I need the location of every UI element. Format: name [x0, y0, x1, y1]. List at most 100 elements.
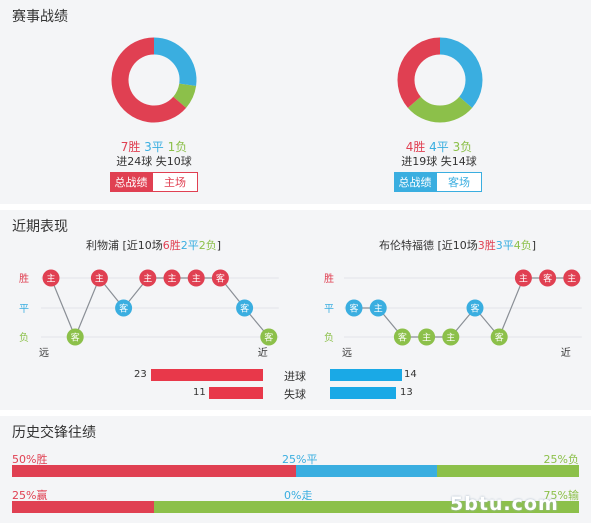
- right-wdl-line: 4胜 4平 3负: [369, 138, 509, 155]
- goals-for-label: 进球: [284, 370, 306, 383]
- left-form-line: [50, 276, 270, 339]
- left-win-segment: [111, 37, 187, 123]
- svg-text:客: 客: [470, 303, 479, 315]
- right-team-header: 布伦特福德 [近10场3胜3平4负]: [379, 237, 536, 253]
- svg-text:客: 客: [495, 332, 504, 344]
- left-ylabel-l: 负: [19, 331, 29, 344]
- left-goals-against-bar: [209, 387, 263, 399]
- right-loss-segment: [407, 96, 473, 123]
- svg-text:主: 主: [422, 332, 431, 344]
- right-form-point-4: 主: [418, 328, 436, 346]
- left-win-text: 7胜: [120, 140, 141, 154]
- left-tabs: 总战绩 主场: [110, 172, 198, 192]
- left-form-point-1: 主: [42, 269, 60, 287]
- left-loss-segment: [172, 83, 197, 108]
- right-ylabel-l: 负: [324, 331, 334, 344]
- right-ylabel-w: 胜: [324, 273, 334, 285]
- right-form-point-5: 主: [442, 328, 460, 346]
- svg-text:客: 客: [349, 303, 358, 315]
- handicap-push-label: 0%走: [284, 489, 313, 502]
- recent-form-panel: 近期表现 利物浦 [近10场6胜2平2负] 布伦特福德 [近10场3胜3平4负]…: [0, 210, 591, 410]
- h2h-draw-bar: [295, 465, 438, 477]
- watermark-logo: 5btu.com: [450, 493, 559, 515]
- left-team-header: 利物浦 [近10场6胜2平2负]: [86, 237, 221, 253]
- svg-text:客: 客: [240, 303, 249, 315]
- tab-home[interactable]: 主场: [152, 172, 198, 192]
- right-form-point-7: 客: [490, 328, 508, 346]
- tab-away[interactable]: 客场: [436, 172, 482, 192]
- left-team-draws: 2平: [180, 239, 199, 252]
- match-record-panel: 赛事战绩 7胜 3平 1负 进24球 失10球 总战绩 主场 4胜 4平 3负 …: [0, 0, 591, 204]
- left-goals-for-value: 23: [134, 369, 147, 380]
- left-ylabel-d: 平: [19, 304, 29, 315]
- left-form-point-6: 主: [163, 269, 181, 287]
- handicap-win-bar: [12, 501, 154, 513]
- svg-text:主: 主: [167, 273, 176, 285]
- svg-text:主: 主: [519, 273, 528, 285]
- right-form-point-2: 主: [369, 299, 387, 317]
- section-title-h2h: 历史交锋往绩: [12, 425, 96, 441]
- svg-text:主: 主: [374, 303, 383, 315]
- left-goals-against-value: 11: [193, 387, 206, 398]
- left-form-point-7: 主: [187, 269, 205, 287]
- left-form-point-5: 主: [139, 269, 157, 287]
- right-team-draws: 3平: [495, 239, 514, 252]
- right-loss-text: 3负: [452, 140, 473, 154]
- right-goals-for-bar: [330, 369, 402, 381]
- donut-chart-left: [111, 37, 197, 123]
- right-team-name: 布伦特福德: [379, 239, 434, 252]
- h2h-draw-label: 25%平: [282, 453, 318, 466]
- svg-text:主: 主: [192, 273, 201, 285]
- handicap-loss-label: 75%输: [543, 489, 579, 502]
- left-draw-text: 3平: [144, 140, 164, 154]
- left-team-name: 利物浦: [86, 239, 119, 252]
- right-goals-for-value: 14: [404, 369, 417, 380]
- right-far-label: 远: [342, 347, 352, 359]
- section-title-recent: 近期表现: [12, 219, 68, 235]
- right-tabs: 总战绩 客场: [394, 172, 482, 192]
- right-draw-text: 4平: [429, 140, 449, 154]
- form-chart-right: 胜平负客 主客主主客客主客主远近: [324, 269, 582, 359]
- svg-text:客: 客: [216, 273, 225, 285]
- form-chart-left: 胜平负主客主客主主主客客客远近: [19, 269, 279, 359]
- h2h-win-bar: [12, 465, 296, 477]
- right-team-wins: 3胜: [477, 239, 496, 252]
- goals-against-label: 失球: [284, 388, 306, 401]
- svg-text:客: 客: [398, 332, 407, 344]
- head-to-head-panel: 历史交锋往绩 50%胜 25%平 25%负 25%赢 0%走 75%输: [0, 416, 591, 523]
- svg-text:主: 主: [143, 273, 152, 285]
- right-draw-segment: [439, 37, 483, 108]
- left-wdl-line: 7胜 3平 1负: [84, 138, 224, 155]
- h2h-win-label: 50%胜: [12, 453, 48, 466]
- left-goals-for-bar: [151, 369, 263, 381]
- left-team-losses: 2负: [198, 239, 217, 252]
- left-near-label: 近: [258, 346, 268, 359]
- left-far-label: 远: [39, 347, 49, 359]
- left-form-point-4: 客: [115, 299, 133, 317]
- svg-text:主: 主: [95, 273, 104, 285]
- left-team-suffix: ]: [216, 239, 222, 252]
- tab-overall-right[interactable]: 总战绩: [394, 172, 436, 192]
- donut-chart-right: [397, 37, 483, 123]
- section-title-record: 赛事战绩: [12, 9, 68, 25]
- left-form-point-3: 主: [90, 269, 108, 287]
- right-form-point-9: 客: [539, 269, 557, 287]
- right-team-prefix: [近10场: [437, 239, 478, 252]
- tab-overall-left[interactable]: 总战绩: [110, 172, 152, 192]
- svg-text:客: 客: [119, 303, 128, 315]
- svg-text:客: 客: [264, 332, 273, 344]
- right-win-text: 4胜: [405, 140, 426, 154]
- right-win-segment: [397, 37, 441, 108]
- right-form-line: [354, 277, 572, 339]
- left-form-point-10: 客: [260, 328, 278, 346]
- right-ylabel-d: 平: [324, 304, 334, 315]
- handicap-loss-bar: [153, 501, 579, 513]
- left-form-point-9: 客: [236, 299, 254, 317]
- handicap-win-label: 25%赢: [12, 489, 48, 502]
- right-near-label: 近: [561, 346, 571, 359]
- left-goals-text: 进24球 失10球: [116, 155, 192, 168]
- right-form-point-8: 主: [514, 269, 532, 287]
- left-loss-text: 1负: [167, 140, 188, 154]
- left-form-point-8: 客: [211, 269, 229, 287]
- svg-text:客: 客: [543, 273, 552, 285]
